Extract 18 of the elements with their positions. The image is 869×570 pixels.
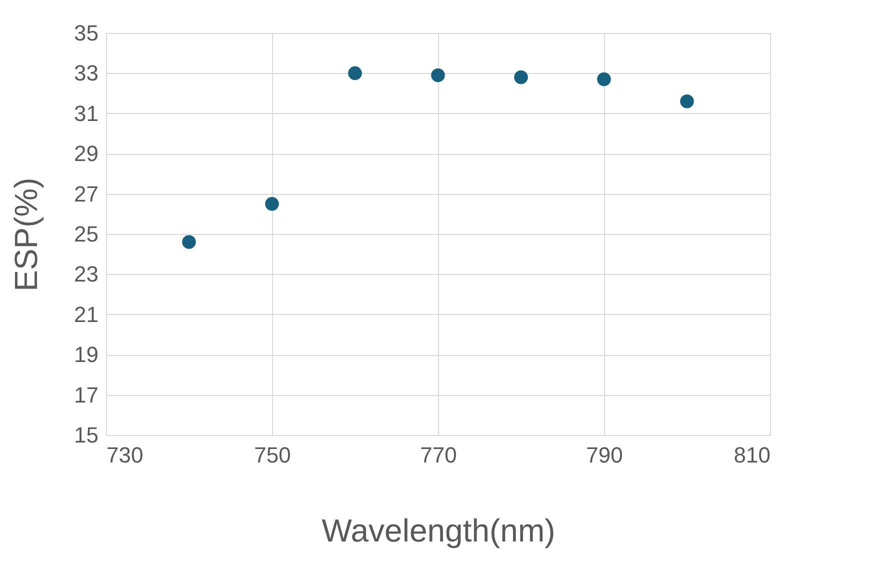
y-tick-label: 31 [74,100,98,126]
y-tick-label: 21 [74,302,98,327]
y-tick-label: 33 [74,60,98,86]
x-tick-label: 730 [106,442,144,468]
x-tick-label: 750 [254,442,291,468]
y-tick-label: 35 [74,20,98,46]
y-tick-label: 15 [74,422,98,448]
x-tick-label: 810 [734,442,770,468]
y-tick-label: 29 [74,141,98,166]
x-tick-label: 790 [586,442,623,468]
y-tick-label: 25 [74,222,98,246]
y-axis-title: ESP(%) [8,178,44,292]
y-tick-label: 23 [74,262,98,287]
x-axis-title: Wavelength(nm) [322,512,556,548]
y-tick-label: 19 [74,342,98,368]
y-tick-label: 27 [74,181,98,206]
y-tick-label: 17 [74,382,98,408]
x-tick-label: 770 [420,442,457,468]
